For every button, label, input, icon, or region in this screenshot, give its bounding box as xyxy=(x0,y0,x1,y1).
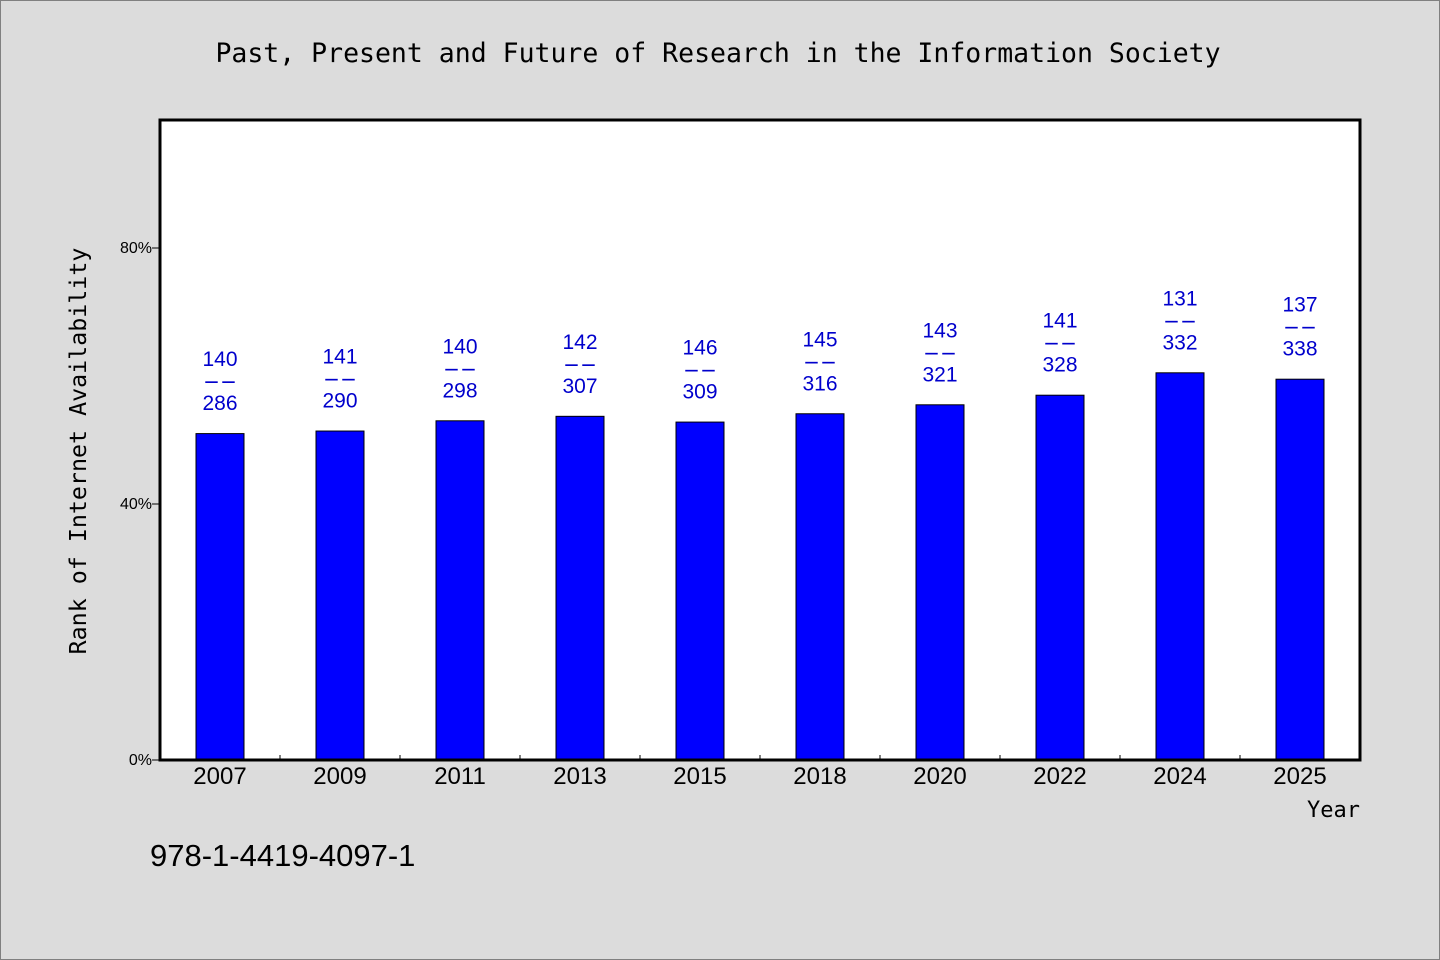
y-tick-label: 80% xyxy=(120,240,152,257)
data-label-separator: -- xyxy=(443,357,477,380)
data-label-rank: 141 xyxy=(322,346,357,369)
data-label-rank: 143 xyxy=(922,319,957,342)
data-label: 140--298 xyxy=(442,335,477,402)
bar xyxy=(555,415,605,761)
data-label: 137--338 xyxy=(1282,294,1317,361)
data-label: 142--307 xyxy=(562,331,597,398)
bar-series xyxy=(195,372,1325,761)
bar xyxy=(675,421,725,761)
data-label-separator: -- xyxy=(1163,309,1197,332)
y-tick-label: 0% xyxy=(129,752,152,769)
data-label-rank: 131 xyxy=(1162,287,1197,310)
data-label: 143--321 xyxy=(922,319,957,386)
data-label-separator: -- xyxy=(203,370,237,393)
data-label-total: 332 xyxy=(1162,331,1197,354)
x-tick-label: 2024 xyxy=(1153,763,1206,790)
data-label-rank: 146 xyxy=(682,337,717,360)
data-label-rank: 137 xyxy=(1282,294,1317,317)
bar xyxy=(795,413,845,761)
data-label-separator: -- xyxy=(1043,332,1077,355)
data-label-rank: 145 xyxy=(802,328,837,351)
y-axis-title: Rank of Internet Availability xyxy=(65,248,92,655)
y-axis: 0% 40% 80% xyxy=(120,240,160,769)
x-tick-label: 2011 xyxy=(434,763,486,790)
bar xyxy=(1275,378,1325,761)
data-label-total: 286 xyxy=(202,392,237,415)
y-tick-label: 40% xyxy=(120,496,152,513)
data-label-separator: -- xyxy=(1283,316,1317,339)
chart-title: Past, Present and Future of Research in … xyxy=(215,38,1220,69)
data-label-total: 309 xyxy=(682,381,717,404)
bar xyxy=(315,430,365,761)
plot-frame xyxy=(158,118,1362,762)
data-label-separator: -- xyxy=(683,359,717,382)
x-tick-label: 2025 xyxy=(1273,763,1326,790)
data-label-separator: -- xyxy=(923,341,957,364)
data-label: 145--316 xyxy=(802,328,837,395)
data-labels: 140--286141--290140--298142--307146--309… xyxy=(202,287,1317,415)
data-label: 141--328 xyxy=(1042,310,1077,377)
data-label: 131--332 xyxy=(1162,287,1197,354)
data-label-total: 290 xyxy=(322,390,357,413)
x-tick-label: 2020 xyxy=(913,763,966,790)
bar xyxy=(435,420,485,761)
data-label-separator: -- xyxy=(803,350,837,373)
x-tick-label: 2009 xyxy=(313,763,366,790)
data-label-total: 307 xyxy=(562,375,597,398)
data-label-total: 328 xyxy=(1042,354,1077,377)
data-label-rank: 140 xyxy=(442,335,477,358)
data-label-total: 298 xyxy=(442,379,477,402)
footer-code: 978-1-4419-4097-1 xyxy=(150,838,415,873)
data-label: 146--309 xyxy=(682,337,717,404)
data-label: 140--286 xyxy=(202,348,237,415)
bar xyxy=(1035,394,1085,761)
x-tick-label: 2018 xyxy=(793,763,846,790)
data-label-rank: 140 xyxy=(202,348,237,371)
bar xyxy=(1155,372,1205,761)
data-label-total: 338 xyxy=(1282,338,1317,361)
data-label-rank: 142 xyxy=(562,331,597,354)
data-label-total: 316 xyxy=(802,372,837,395)
data-label-rank: 141 xyxy=(1042,310,1077,333)
data-label-total: 321 xyxy=(922,363,957,386)
x-tick-label: 2013 xyxy=(553,763,606,790)
data-label-separator: -- xyxy=(323,368,357,391)
bar xyxy=(915,404,965,761)
bar xyxy=(195,433,245,761)
data-label-separator: -- xyxy=(563,353,597,376)
x-tick-label: 2007 xyxy=(193,763,246,790)
data-label: 141--290 xyxy=(322,346,357,413)
x-tick-label: 2022 xyxy=(1033,763,1086,790)
x-axis: 2007 2009 2011 2013 2015 2018 2020 2022 2024 2025 xyxy=(193,755,1327,790)
x-tick-label: 2015 xyxy=(673,763,726,790)
x-axis-title: Year xyxy=(1307,798,1360,823)
